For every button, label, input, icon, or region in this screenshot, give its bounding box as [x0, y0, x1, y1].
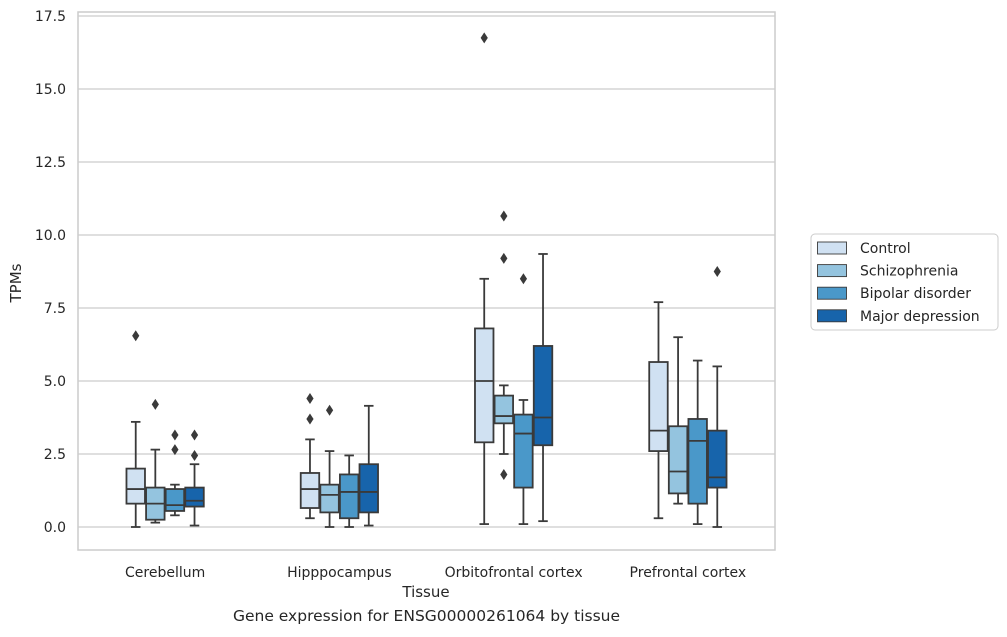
x-tick-label: Prefrontal cortex	[630, 565, 747, 581]
outlier-point	[190, 429, 199, 441]
box-group	[125, 330, 146, 528]
y-tick-label: 0.0	[44, 520, 66, 536]
legend: Control Schizophrenia Bipolar disorder Majo…	[810, 233, 999, 331]
y-axis-ticks: 0.0 2.5 5.0 7.5 10.0 12.5 15.0 17.5	[35, 9, 66, 536]
box	[687, 418, 708, 505]
outlier-point	[500, 468, 508, 480]
boxes	[125, 32, 728, 528]
box-group	[358, 404, 379, 527]
box-group	[184, 429, 205, 527]
x-tick-label: Orbitofrontal cortex	[445, 565, 583, 581]
x-tick-label: Hipppocampus	[287, 565, 392, 581]
outlier-point	[306, 413, 314, 425]
outlier-point	[519, 273, 528, 285]
box	[493, 394, 514, 425]
box	[164, 488, 186, 512]
box-group	[532, 253, 554, 523]
outlier-point	[500, 252, 508, 264]
box	[339, 473, 360, 520]
figure-caption: Gene expression for ENSG00000261064 by t…	[232, 607, 621, 625]
x-tick-label: Cerebellum	[125, 565, 205, 581]
y-tick-label: 12.5	[35, 155, 66, 171]
box	[667, 425, 689, 495]
outlier-point	[500, 210, 508, 222]
legend-label: Schizophrenia	[860, 264, 958, 280]
y-tick-label: 5.0	[44, 374, 66, 390]
outlier-point	[190, 449, 199, 461]
outlier-point	[306, 393, 314, 405]
outlier-point	[713, 266, 721, 277]
box-group	[145, 398, 166, 524]
box-group	[667, 336, 689, 505]
legend-swatch	[817, 286, 847, 300]
y-axis-label: TPMs	[7, 263, 25, 303]
box	[125, 467, 146, 505]
box	[474, 327, 495, 444]
x-axis-ticks: Cerebellum Hipppocampus Orbitofrontal cort…	[125, 565, 746, 581]
box	[299, 472, 321, 509]
box-group	[164, 429, 186, 517]
box-group	[299, 393, 321, 520]
y-tick-label: 17.5	[35, 9, 66, 25]
x-axis-label: Tissue	[401, 583, 449, 601]
box-group	[493, 210, 514, 480]
box-group	[319, 404, 340, 528]
box	[707, 429, 728, 489]
box	[648, 361, 669, 452]
outlier-point	[151, 398, 159, 410]
legend-frame	[810, 233, 999, 331]
outlier-point	[480, 32, 488, 44]
legend-label: Control	[860, 241, 911, 257]
y-tick-label: 15.0	[35, 82, 66, 98]
box	[184, 486, 205, 508]
y-tick-label: 2.5	[44, 447, 66, 463]
outlier-point	[325, 404, 334, 416]
box	[532, 345, 554, 447]
box	[319, 483, 340, 514]
box-group	[687, 359, 708, 525]
box-group	[648, 301, 669, 520]
outlier-point	[171, 429, 179, 441]
y-tick-label: 10.0	[35, 228, 66, 244]
outlier-point	[171, 444, 179, 456]
box-group	[513, 273, 534, 525]
box-group	[339, 454, 360, 528]
box	[358, 463, 379, 514]
box	[513, 413, 534, 489]
box-group	[707, 266, 728, 528]
legend-swatch	[817, 241, 847, 255]
legend-swatch	[817, 264, 847, 278]
box-group	[474, 32, 495, 525]
legend-label: Bipolar disorder	[860, 286, 971, 302]
y-tick-label: 7.5	[44, 301, 66, 317]
plot-frame	[77, 11, 776, 551]
legend-swatch	[817, 309, 847, 323]
legend-label: Major depression	[860, 309, 980, 325]
outlier-point	[132, 330, 140, 342]
